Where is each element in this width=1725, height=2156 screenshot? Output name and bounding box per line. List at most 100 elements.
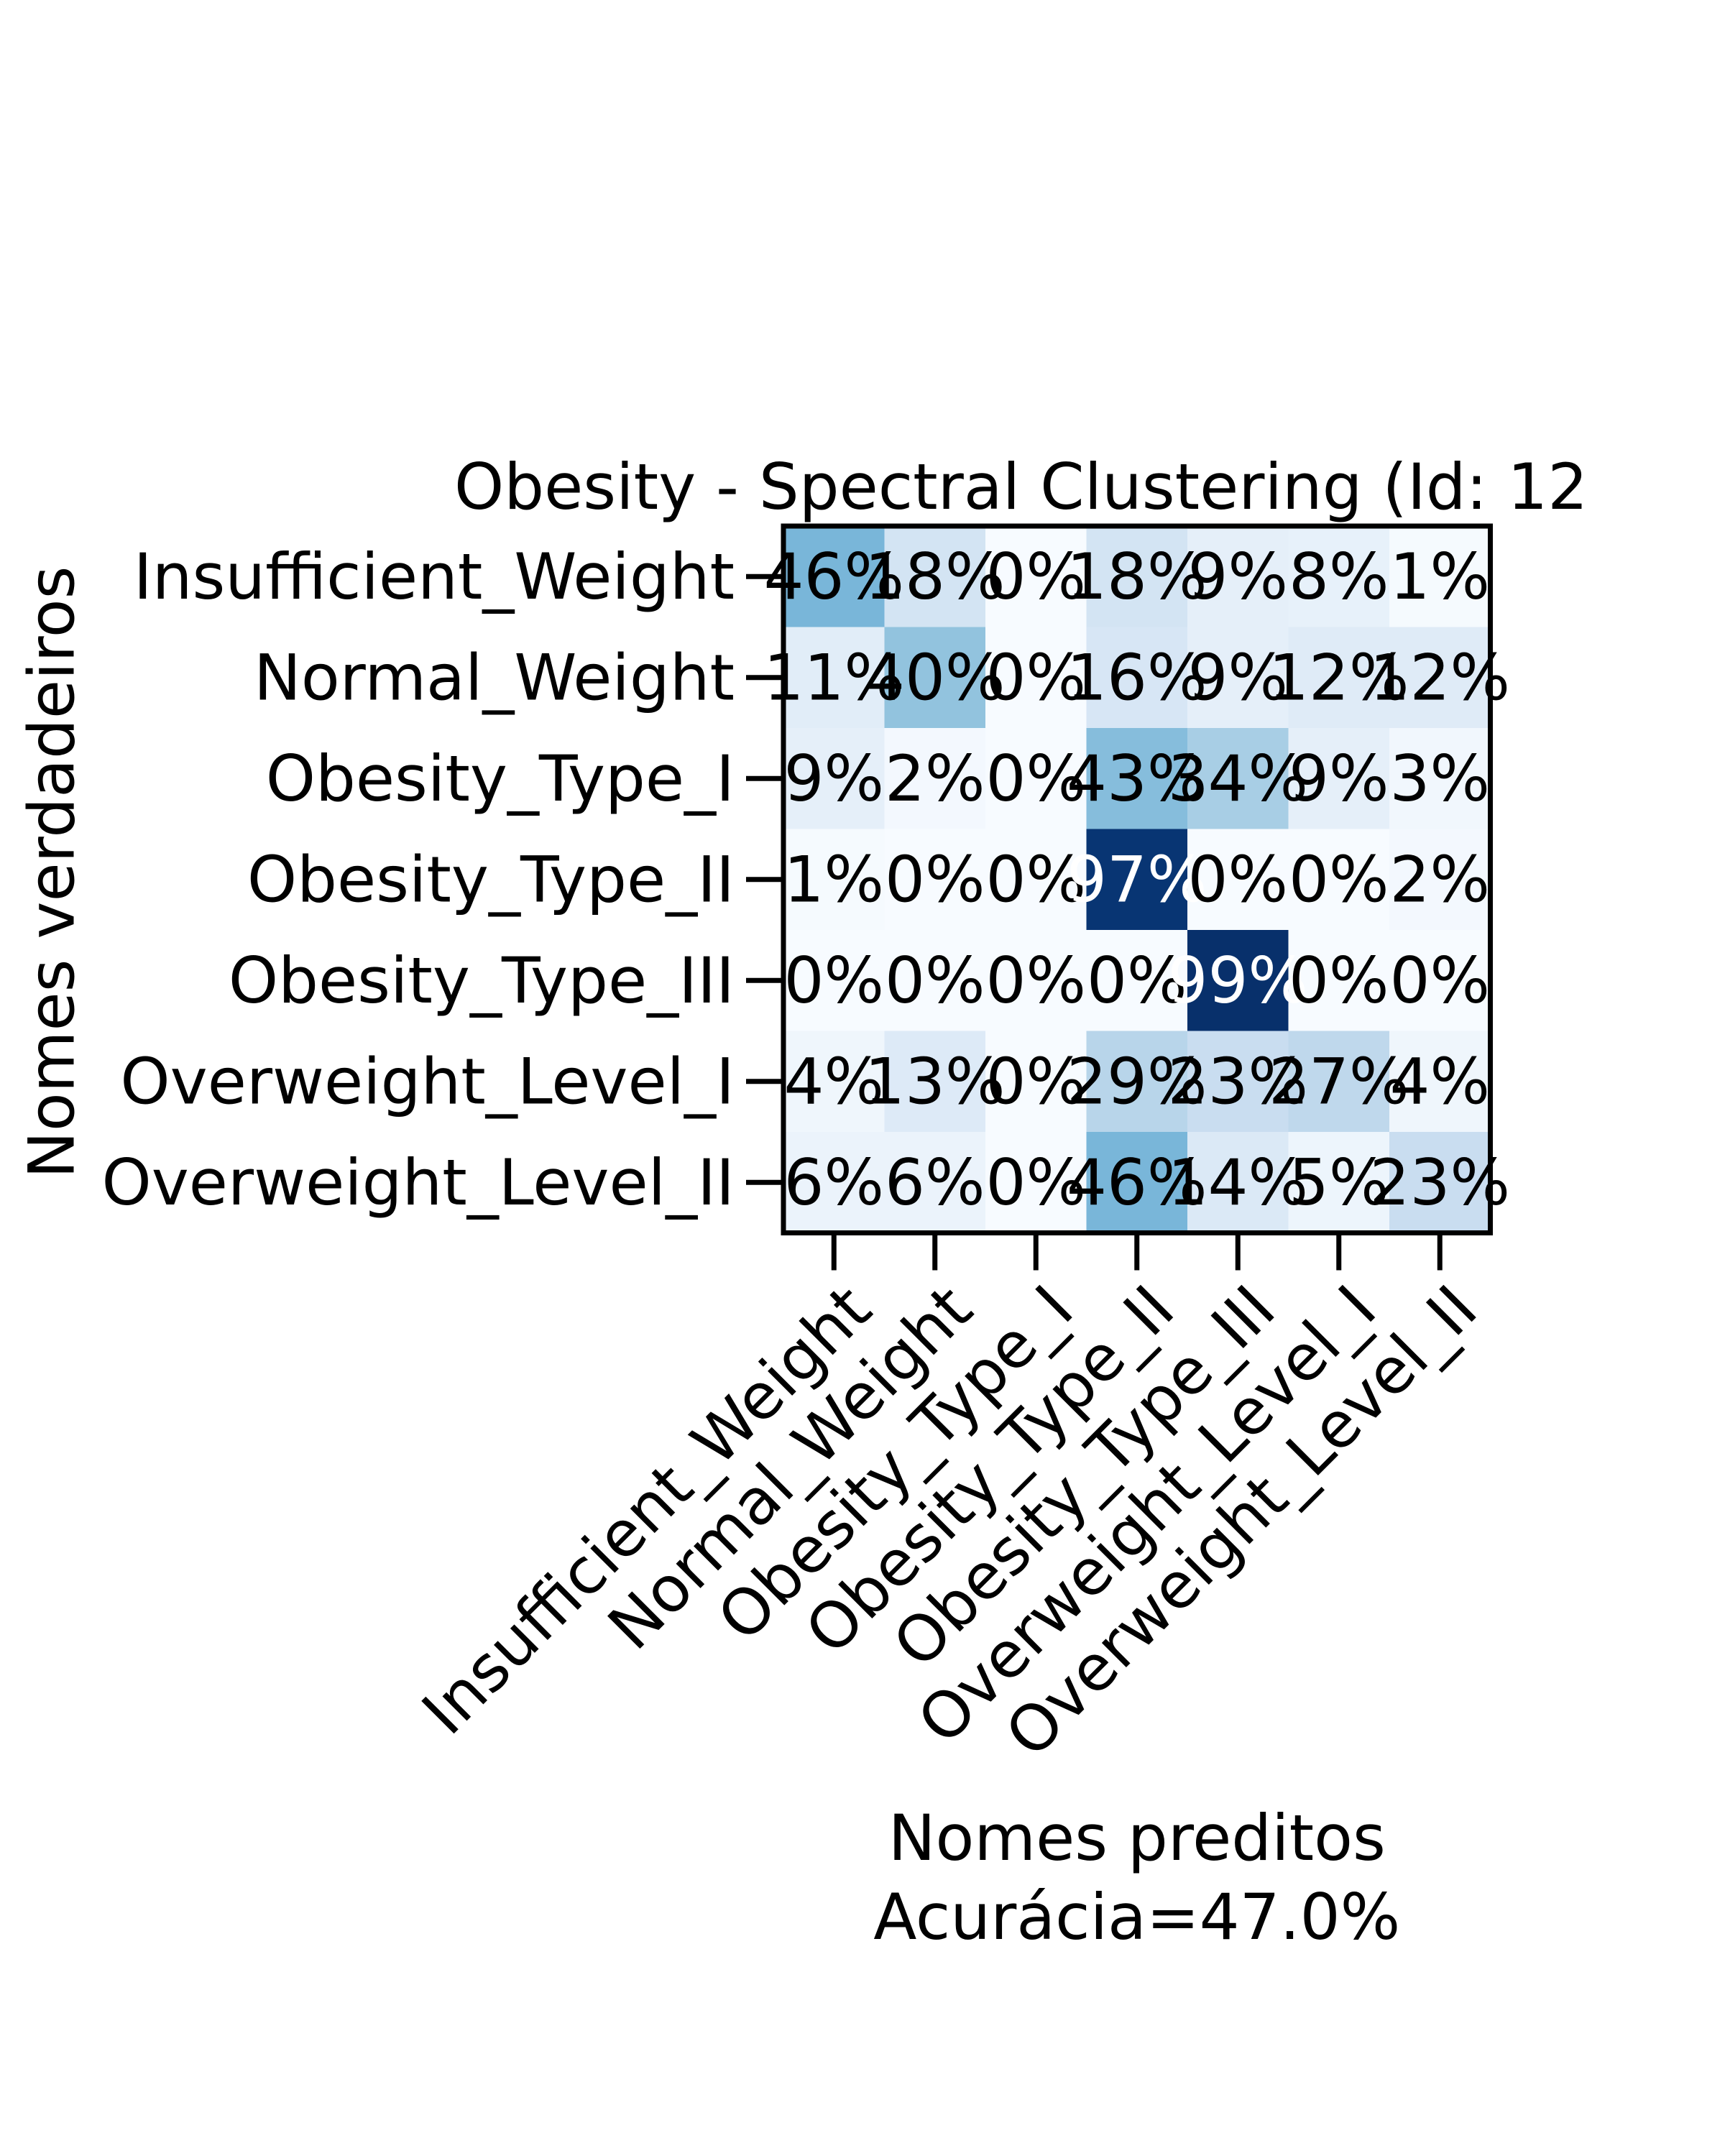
cell-value-label: 0% — [783, 944, 884, 1018]
heatmap-cell — [783, 1132, 886, 1234]
cell-value-label: 0% — [985, 944, 1086, 1018]
heatmap-cell — [884, 1132, 986, 1234]
heatmap-cell — [1086, 829, 1188, 931]
heatmap-cell — [1187, 930, 1289, 1032]
cell-value-label: 0% — [885, 842, 985, 916]
cell-value-label: 9% — [1187, 640, 1288, 714]
cell-value-label: 9% — [1289, 742, 1389, 816]
cell-value-label: 0% — [1187, 842, 1288, 916]
heatmap-cell — [1288, 627, 1390, 729]
heatmap-cell — [783, 829, 886, 931]
cell-value-label: 0% — [1389, 944, 1490, 1018]
cell-value-label: 11% — [763, 640, 904, 714]
cell-value-label: 0% — [985, 640, 1086, 714]
y-tick-label: Normal_Weight — [254, 640, 735, 714]
heatmap-cell — [783, 526, 886, 628]
y-tick-label: Insufficient_Weight — [134, 540, 735, 614]
cell-value-label: 0% — [1289, 944, 1389, 1018]
heatmap-cell — [1389, 627, 1491, 729]
heatmap-cell — [985, 526, 1087, 628]
heatmap-cell — [1389, 1132, 1491, 1234]
heatmap-cell — [1187, 1132, 1289, 1234]
heatmap-cell — [1288, 930, 1390, 1032]
heatmap-cell — [985, 1132, 1087, 1234]
cell-value-label: 0% — [1087, 944, 1187, 1018]
cell-value-label: 46% — [1067, 1146, 1208, 1220]
y-tick-label: Obesity_Type_II — [247, 842, 735, 916]
cell-value-label: 8% — [1289, 540, 1389, 614]
cell-value-label: 0% — [885, 944, 985, 1018]
heatmap-cell — [1086, 728, 1188, 830]
cell-value-label: 0% — [985, 742, 1086, 816]
cell-value-label: 2% — [885, 742, 985, 816]
heatmap-cell — [1086, 627, 1188, 729]
cell-value-label: 6% — [885, 1146, 985, 1220]
cell-value-label: 23% — [1167, 1044, 1308, 1118]
y-tick-label: Overweight_Level_I — [120, 1044, 735, 1118]
heatmap-cell — [1389, 1031, 1491, 1133]
x-axis-label: Nomes preditos — [888, 1801, 1386, 1875]
cell-value-label: 18% — [865, 540, 1006, 614]
x-axis-ticks: Insufficient_WeightNormal_WeightObesity_… — [408, 1233, 1491, 1772]
cell-value-label: 2% — [1389, 842, 1490, 916]
cell-value-label: 16% — [1067, 640, 1208, 714]
cell-value-label: 99% — [1167, 944, 1308, 1018]
cell-value-label: 40% — [865, 640, 1006, 714]
y-tick-label: Obesity_Type_I — [266, 742, 735, 816]
cell-value-label: 29% — [1067, 1044, 1208, 1118]
cell-value-label: 34% — [1167, 742, 1308, 816]
heatmap-cell — [1288, 829, 1390, 931]
heatmap-cell — [985, 728, 1087, 830]
heatmap-cell — [1389, 930, 1491, 1032]
heatmap-cell — [1187, 829, 1289, 931]
cell-value-label: 14% — [1167, 1146, 1308, 1220]
heatmap-cell — [985, 627, 1087, 729]
heatmap-cell — [1086, 1132, 1188, 1234]
heatmap-cell — [1187, 728, 1289, 830]
heatmap-cell — [783, 728, 886, 830]
heatmap-cell — [1389, 829, 1491, 931]
cell-value-label: 46% — [763, 540, 904, 614]
chart-title: Obesity - Spectral Clustering (Id: 12 — [454, 450, 1588, 524]
heatmap-cell — [884, 829, 986, 931]
heatmap-cell — [884, 526, 986, 628]
cell-value-label: 9% — [1187, 540, 1288, 614]
accuracy-label: Acurácia=47.0% — [873, 1880, 1400, 1954]
cell-value-label: 12% — [1369, 640, 1510, 714]
heatmap-cell — [985, 930, 1087, 1032]
heatmap-cell — [783, 627, 886, 729]
cell-value-label: 97% — [1067, 842, 1208, 916]
heatmap-cells — [783, 526, 1491, 1234]
heatmap-cell — [1288, 1031, 1390, 1133]
y-tick-label: Obesity_Type_III — [229, 944, 735, 1018]
heatmap-cell — [1288, 1132, 1390, 1234]
y-axis-ticks: Insufficient_Weight Normal_Weight Obesity_… — [101, 540, 783, 1220]
cell-value-label: 5% — [1289, 1146, 1389, 1220]
cell-value-label: 4% — [783, 1044, 884, 1118]
heatmap-cell — [985, 829, 1087, 931]
cell-value-labels: 46%18%0%18%9% 8% 1%11%40%0%16%9%12%12%9% 2%… — [763, 540, 1510, 1220]
cell-value-label: 1% — [783, 842, 884, 916]
cell-value-label: 0% — [985, 540, 1086, 614]
cell-value-label: 13% — [865, 1044, 1006, 1118]
cell-value-label: 27% — [1269, 1044, 1409, 1118]
heatmap-cell — [1389, 728, 1491, 830]
heatmap-cell — [985, 1031, 1087, 1133]
heatmap-cell — [1086, 930, 1188, 1032]
heatmap-cell — [1288, 728, 1390, 830]
heatmap-cell — [884, 1031, 986, 1133]
y-tick-label: Overweight_Level_II — [101, 1146, 735, 1220]
cell-value-label: 43% — [1067, 742, 1208, 816]
cell-value-label: 12% — [1269, 640, 1409, 714]
heatmap-cell — [1086, 526, 1188, 628]
heatmap-cell — [884, 627, 986, 729]
heatmap-cell — [1187, 627, 1289, 729]
heatmap-cell — [1187, 526, 1289, 628]
cell-value-label: 18% — [1067, 540, 1208, 614]
cell-value-label: 0% — [985, 842, 1086, 916]
cell-value-label: 9% — [783, 742, 884, 816]
heatmap-cell — [884, 728, 986, 830]
heatmap-cell — [1288, 526, 1390, 628]
heatmap-cell — [783, 1031, 886, 1133]
